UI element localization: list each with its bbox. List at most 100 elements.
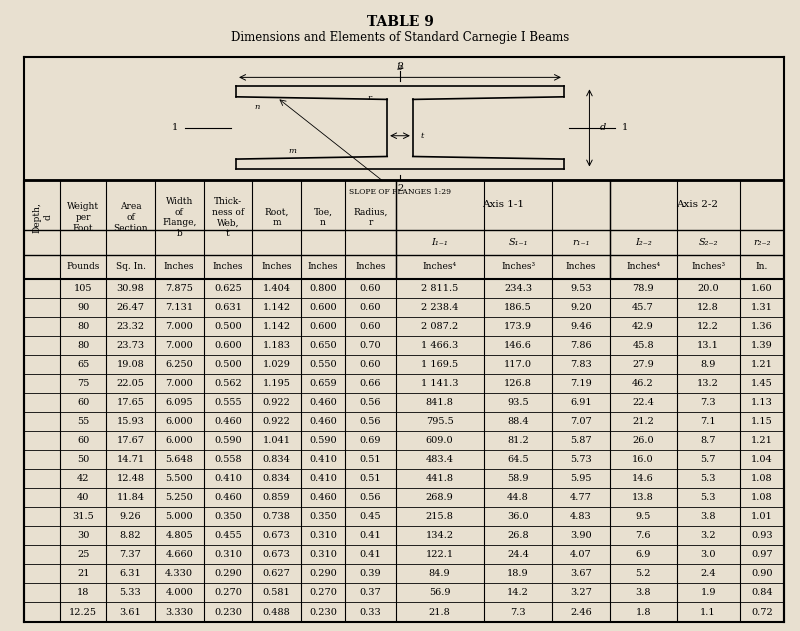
Text: 88.4: 88.4 — [507, 417, 529, 426]
Text: 1.04: 1.04 — [751, 455, 773, 464]
Text: 0.627: 0.627 — [262, 569, 290, 579]
Text: 64.5: 64.5 — [507, 455, 529, 464]
Text: 5.33: 5.33 — [120, 589, 142, 598]
Text: 8.9: 8.9 — [700, 360, 716, 369]
Text: 45.7: 45.7 — [632, 303, 654, 312]
Text: 7.19: 7.19 — [570, 379, 592, 388]
Text: 30: 30 — [77, 531, 90, 540]
Text: 27.9: 27.9 — [632, 360, 654, 369]
Text: Root,
m: Root, m — [264, 208, 289, 227]
Text: 16.0: 16.0 — [632, 455, 654, 464]
Text: 0.659: 0.659 — [310, 379, 337, 388]
Text: 2: 2 — [397, 62, 403, 71]
Text: 0.290: 0.290 — [214, 569, 242, 579]
Text: 0.410: 0.410 — [309, 455, 337, 464]
Text: 40: 40 — [77, 493, 90, 502]
Text: 0.581: 0.581 — [262, 589, 290, 598]
Text: 1.08: 1.08 — [751, 475, 773, 483]
Text: b: b — [397, 63, 403, 72]
Text: 14.2: 14.2 — [507, 589, 529, 598]
Text: 0.60: 0.60 — [360, 284, 381, 293]
Text: 5.95: 5.95 — [570, 475, 592, 483]
Text: 0.90: 0.90 — [751, 569, 773, 579]
Text: Inches: Inches — [164, 262, 194, 271]
Text: 13.1: 13.1 — [697, 341, 719, 350]
Text: 1.13: 1.13 — [751, 398, 773, 407]
Text: 13.8: 13.8 — [632, 493, 654, 502]
Text: Axis 2-2: Axis 2-2 — [676, 200, 718, 209]
Text: r₁₋₁: r₁₋₁ — [572, 238, 590, 247]
Text: 0.673: 0.673 — [262, 531, 290, 540]
Text: 841.8: 841.8 — [426, 398, 454, 407]
Text: Axis 1-1: Axis 1-1 — [482, 200, 523, 209]
Text: 1.195: 1.195 — [262, 379, 290, 388]
Text: 14.6: 14.6 — [632, 475, 654, 483]
Text: 0.590: 0.590 — [214, 436, 242, 445]
Text: 44.8: 44.8 — [507, 493, 529, 502]
Text: 7.000: 7.000 — [166, 341, 193, 350]
Text: 7.1: 7.1 — [700, 417, 716, 426]
Text: 122.1: 122.1 — [426, 550, 454, 560]
Text: 0.56: 0.56 — [360, 417, 381, 426]
Text: 17.65: 17.65 — [117, 398, 145, 407]
Text: 3.27: 3.27 — [570, 589, 592, 598]
Text: 3.67: 3.67 — [570, 569, 592, 579]
Text: Inches: Inches — [355, 262, 386, 271]
Text: Toe,
n: Toe, n — [314, 208, 333, 227]
Text: In.: In. — [755, 262, 768, 271]
Text: 117.0: 117.0 — [504, 360, 532, 369]
Text: 0.93: 0.93 — [751, 531, 773, 540]
Text: d: d — [600, 124, 606, 133]
Text: 7.3: 7.3 — [700, 398, 716, 407]
Text: m: m — [289, 147, 297, 155]
Text: 12.25: 12.25 — [69, 608, 97, 616]
Text: r: r — [367, 94, 371, 102]
Text: 0.60: 0.60 — [360, 322, 381, 331]
Text: 3.8: 3.8 — [635, 589, 651, 598]
Text: 6.91: 6.91 — [570, 398, 592, 407]
Text: 1.21: 1.21 — [751, 436, 773, 445]
Text: 0.460: 0.460 — [214, 417, 242, 426]
Text: 0.66: 0.66 — [360, 379, 381, 388]
Text: 0.41: 0.41 — [359, 550, 382, 560]
Text: 173.9: 173.9 — [504, 322, 532, 331]
Text: 23.73: 23.73 — [117, 341, 145, 350]
Text: 0.270: 0.270 — [214, 589, 242, 598]
Text: 5.7: 5.7 — [700, 455, 716, 464]
Text: 7.3: 7.3 — [510, 608, 526, 616]
Text: 0.69: 0.69 — [360, 436, 381, 445]
Text: Sq. In.: Sq. In. — [115, 262, 146, 271]
Text: 795.5: 795.5 — [426, 417, 454, 426]
Text: 0.72: 0.72 — [751, 608, 773, 616]
Text: 2.46: 2.46 — [570, 608, 592, 616]
Text: 1.39: 1.39 — [751, 341, 773, 350]
Text: 4.07: 4.07 — [570, 550, 592, 560]
Text: 14.71: 14.71 — [117, 455, 145, 464]
Text: 5.73: 5.73 — [570, 455, 592, 464]
Text: 3.90: 3.90 — [570, 531, 592, 540]
Text: 42.9: 42.9 — [632, 322, 654, 331]
Text: 58.9: 58.9 — [507, 475, 529, 483]
Text: 18.9: 18.9 — [507, 569, 529, 579]
Text: 1.36: 1.36 — [751, 322, 773, 331]
Text: 6.250: 6.250 — [166, 360, 193, 369]
Text: 0.51: 0.51 — [360, 455, 382, 464]
Text: 1.142: 1.142 — [262, 303, 290, 312]
Text: 5.000: 5.000 — [166, 512, 193, 521]
Text: 75: 75 — [77, 379, 90, 388]
Text: 0.558: 0.558 — [214, 455, 242, 464]
Text: 9.26: 9.26 — [120, 512, 142, 521]
Text: 2: 2 — [397, 184, 403, 194]
Text: 186.5: 186.5 — [504, 303, 532, 312]
Text: 483.4: 483.4 — [426, 455, 454, 464]
Text: 5.648: 5.648 — [166, 455, 193, 464]
Text: 20.0: 20.0 — [698, 284, 719, 293]
Text: 0.562: 0.562 — [214, 379, 242, 388]
Text: 8.82: 8.82 — [120, 531, 142, 540]
Text: 0.550: 0.550 — [310, 360, 337, 369]
Text: 1.21: 1.21 — [751, 360, 773, 369]
Text: 4.77: 4.77 — [570, 493, 592, 502]
Text: 0.97: 0.97 — [751, 550, 773, 560]
Text: 8.7: 8.7 — [700, 436, 716, 445]
Text: 0.859: 0.859 — [262, 493, 290, 502]
